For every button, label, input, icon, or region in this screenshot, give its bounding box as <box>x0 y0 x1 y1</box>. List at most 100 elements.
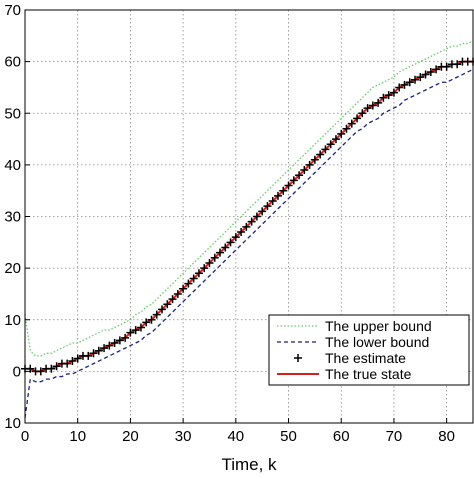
estimate-point <box>89 349 98 358</box>
estimate-point <box>52 362 61 371</box>
estimate-point <box>68 357 77 366</box>
estimate-point <box>310 155 319 164</box>
legend-swatch <box>294 354 302 362</box>
x-tick-label: 60 <box>333 428 350 445</box>
estimate-point <box>300 166 309 175</box>
estimate-point <box>421 70 430 79</box>
estimate-point <box>395 83 404 92</box>
estimate-point <box>142 318 151 327</box>
x-axis-ticks: 0 10 20 30 40 50 60 70 80 <box>21 418 455 445</box>
estimate-point <box>295 171 304 180</box>
estimate-point <box>426 67 435 76</box>
estimate-point <box>321 145 330 154</box>
y-tick-label: 40 <box>4 157 21 174</box>
estimate-point <box>337 129 346 138</box>
estimate-point <box>147 315 156 324</box>
estimate-point <box>237 227 246 236</box>
estimate-point <box>247 217 256 226</box>
estimate-point <box>384 91 393 100</box>
series-the-lower-bound <box>24 68 474 418</box>
estimate-point <box>131 326 140 335</box>
estimate-point <box>94 346 103 355</box>
estimate-point <box>400 80 409 89</box>
x-tick-label: 0 <box>21 428 29 445</box>
estimate-point <box>432 65 441 74</box>
estimate-point <box>405 78 414 87</box>
estimate-point <box>363 104 372 113</box>
estimate-point <box>110 338 119 347</box>
estimate-point <box>216 248 225 257</box>
estimate-point <box>200 264 209 273</box>
estimate-point <box>73 354 82 363</box>
estimate-point <box>331 135 340 144</box>
estimate-point <box>189 274 198 283</box>
y-tick-label: 30 <box>4 209 21 226</box>
estimate-point <box>36 367 45 376</box>
x-tick-label: 80 <box>438 428 455 445</box>
estimate-point <box>194 269 203 278</box>
estimate-point <box>63 359 72 368</box>
estimate-point <box>374 98 383 107</box>
y-tick-label: 20 <box>4 260 21 277</box>
estimate-point <box>258 207 267 216</box>
x-tick-label: 20 <box>122 428 139 445</box>
estimate-point <box>252 212 261 221</box>
estimate-point <box>263 202 272 211</box>
estimate-point <box>368 101 377 110</box>
estimate-point <box>358 109 367 118</box>
legend-label: The lower bound <box>325 334 429 350</box>
estimate-point <box>379 93 388 102</box>
y-tick-label: 60 <box>4 54 21 71</box>
estimate-point <box>26 364 35 373</box>
estimate-point <box>226 238 235 247</box>
estimate-point <box>453 60 462 69</box>
estimate-point <box>242 222 251 231</box>
x-tick-label: 10 <box>69 428 86 445</box>
estimate-point <box>168 295 177 304</box>
estimate-point <box>347 119 356 128</box>
y-tick-label: 0 <box>13 363 21 380</box>
y-tick-label: 10 <box>4 415 21 432</box>
estimate-point <box>268 197 277 206</box>
estimate-point <box>289 176 298 185</box>
estimate-point <box>105 341 114 350</box>
estimate-point <box>411 75 420 84</box>
estimate-point <box>179 284 188 293</box>
estimate-point <box>326 140 335 149</box>
y-tick-label: 50 <box>4 105 21 122</box>
y-axis-ticks: 10 0 10 20 30 40 50 60 70 <box>4 2 30 432</box>
legend-label: The true state <box>325 366 412 382</box>
estimate-point <box>221 243 230 252</box>
x-tick-label: 70 <box>386 428 403 445</box>
estimate-point <box>205 258 214 267</box>
estimate-point <box>100 344 109 353</box>
estimate-point <box>305 160 314 169</box>
legend-label: The estimate <box>325 350 406 366</box>
estimate-point <box>279 186 288 195</box>
estimate-point <box>316 150 325 159</box>
estimate-point <box>47 364 56 373</box>
estimate-point <box>121 333 130 342</box>
series-the-estimate <box>21 57 474 376</box>
estimate-point <box>389 88 398 97</box>
x-axis-label: Time, k <box>221 455 277 474</box>
estimate-point <box>342 124 351 133</box>
x-tick-label: 40 <box>227 428 244 445</box>
series-layer <box>21 40 474 418</box>
legend-label: The upper bound <box>325 318 432 334</box>
estimate-point <box>231 233 240 242</box>
estimate-point <box>136 323 145 332</box>
estimate-point <box>273 191 282 200</box>
estimate-point <box>152 310 161 319</box>
estimate-point <box>284 181 293 190</box>
estimate-point <box>416 73 425 82</box>
estimate-point <box>442 62 451 71</box>
estimate-point <box>173 289 182 298</box>
series-line <box>24 68 474 418</box>
y-tick-label: 10 <box>4 312 21 329</box>
estimate-point <box>84 351 93 360</box>
estimate-point <box>115 336 124 345</box>
